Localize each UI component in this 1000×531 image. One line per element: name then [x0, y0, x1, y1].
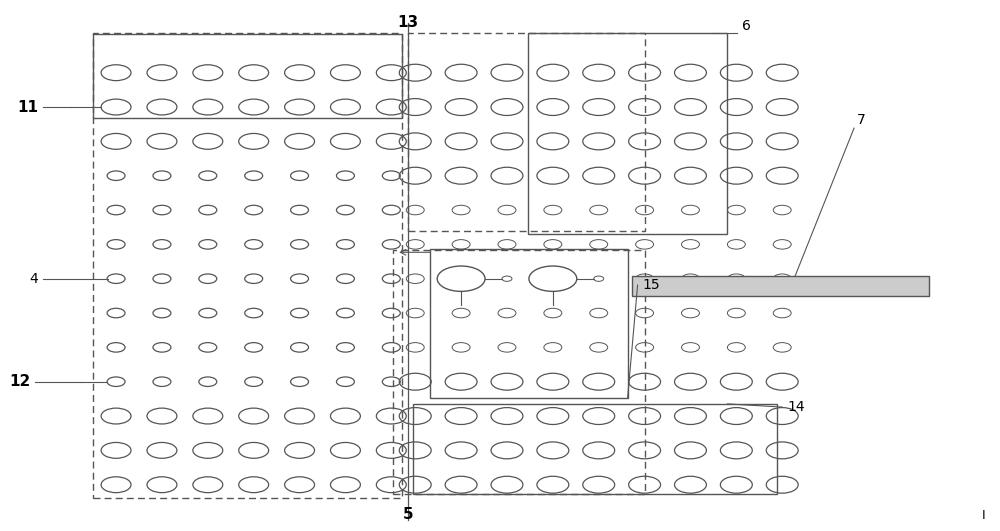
- Text: 15: 15: [643, 278, 660, 292]
- Bar: [393, 250, 645, 494]
- Text: 12: 12: [9, 374, 30, 389]
- Bar: [632, 276, 929, 296]
- Text: I: I: [982, 509, 986, 521]
- Text: 4: 4: [30, 272, 38, 286]
- Bar: [93, 33, 402, 498]
- Text: 6: 6: [742, 19, 751, 33]
- Text: 11: 11: [17, 99, 38, 115]
- Bar: [408, 33, 645, 231]
- Text: 14: 14: [787, 400, 805, 414]
- Text: 7: 7: [857, 113, 866, 127]
- Bar: [413, 404, 777, 494]
- Bar: [528, 33, 727, 234]
- Bar: [93, 34, 402, 117]
- Text: 5: 5: [403, 507, 414, 521]
- Bar: [430, 249, 628, 398]
- Text: 13: 13: [398, 14, 419, 30]
